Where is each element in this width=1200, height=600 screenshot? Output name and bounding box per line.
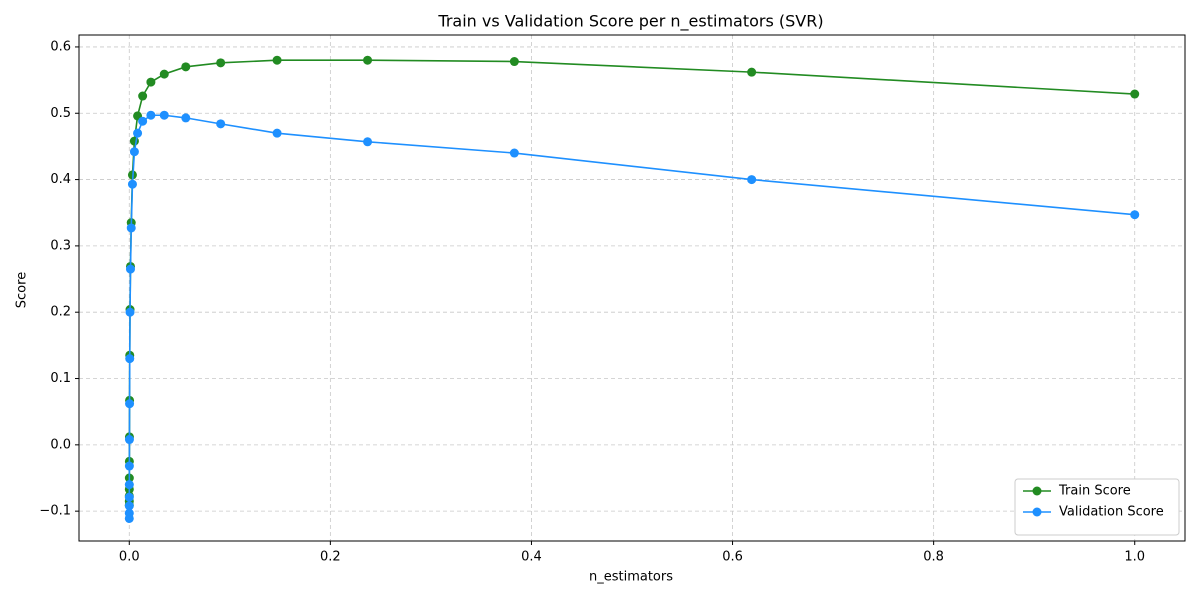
point: [181, 62, 191, 72]
legend-box: [1014, 478, 1180, 536]
point: [509, 57, 519, 67]
point: [146, 77, 156, 87]
point: [124, 501, 134, 511]
y-tick-label: 0.1: [50, 371, 71, 386]
point: [216, 58, 226, 68]
chart-title: Train vs Validation Score per n_estimato…: [437, 12, 823, 32]
y-tick-label: −0.1: [39, 504, 71, 519]
point: [138, 116, 148, 126]
y-tick-label: 0.0: [50, 437, 71, 452]
point: [363, 55, 373, 65]
point: [272, 55, 282, 65]
point: [146, 110, 156, 120]
legend-label: Train Score: [1058, 484, 1131, 499]
point: [125, 354, 135, 364]
y-tick-label: 0.3: [50, 238, 71, 253]
point: [127, 179, 137, 189]
point: [124, 508, 134, 518]
x-axis-label: n_estimators: [589, 570, 673, 585]
point: [1130, 210, 1140, 220]
point: [125, 399, 135, 409]
y-tick-label: 0.5: [50, 106, 71, 121]
point: [138, 91, 148, 101]
point: [124, 435, 134, 445]
point: [363, 137, 373, 147]
y-axis-label: Score: [15, 272, 30, 308]
legend-marker: [1032, 507, 1042, 517]
y-tick-label: 0.4: [50, 172, 71, 187]
series-line: [128, 59, 1135, 506]
point: [159, 110, 169, 120]
plot-frame: [78, 34, 1186, 542]
point: [1130, 89, 1140, 99]
point: [124, 461, 134, 471]
x-tick-label: 1.0: [1124, 550, 1145, 565]
x-tick-label: 0.0: [119, 550, 140, 565]
series-line: [128, 114, 1135, 519]
legend-label: Validation Score: [1059, 505, 1164, 520]
x-tick-label: 0.6: [722, 550, 743, 565]
point: [216, 119, 226, 129]
point: [125, 307, 135, 317]
x-tick-label: 0.4: [521, 550, 542, 565]
point: [159, 69, 169, 79]
point: [272, 128, 282, 138]
point: [124, 492, 134, 502]
y-tick-label: 0.6: [50, 39, 71, 54]
legend-marker: [1032, 486, 1042, 496]
point: [126, 223, 136, 233]
y-tick-label: 0.2: [50, 305, 71, 320]
x-tick-label: 0.2: [320, 550, 341, 565]
point: [747, 67, 757, 77]
point: [509, 148, 519, 158]
point: [124, 480, 134, 490]
point: [133, 128, 143, 138]
x-tick-label: 0.8: [923, 550, 944, 565]
point: [129, 147, 139, 157]
point: [181, 113, 191, 123]
point: [125, 264, 135, 274]
point: [747, 175, 757, 185]
